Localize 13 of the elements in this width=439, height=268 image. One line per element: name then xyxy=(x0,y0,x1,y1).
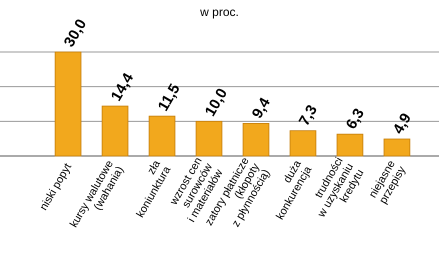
data-label: 4,9 xyxy=(390,110,415,138)
bar xyxy=(384,138,410,156)
bar xyxy=(102,106,128,156)
data-label: 7,3 xyxy=(296,102,321,129)
bar xyxy=(196,120,222,156)
bar xyxy=(290,130,316,156)
data-label: 9,4 xyxy=(248,94,274,122)
data-label: 6,3 xyxy=(342,106,368,132)
bar xyxy=(54,52,82,156)
bar xyxy=(242,123,270,156)
chart-subtitle: w proc. xyxy=(199,5,239,19)
bar xyxy=(336,134,364,156)
bar xyxy=(148,116,176,156)
